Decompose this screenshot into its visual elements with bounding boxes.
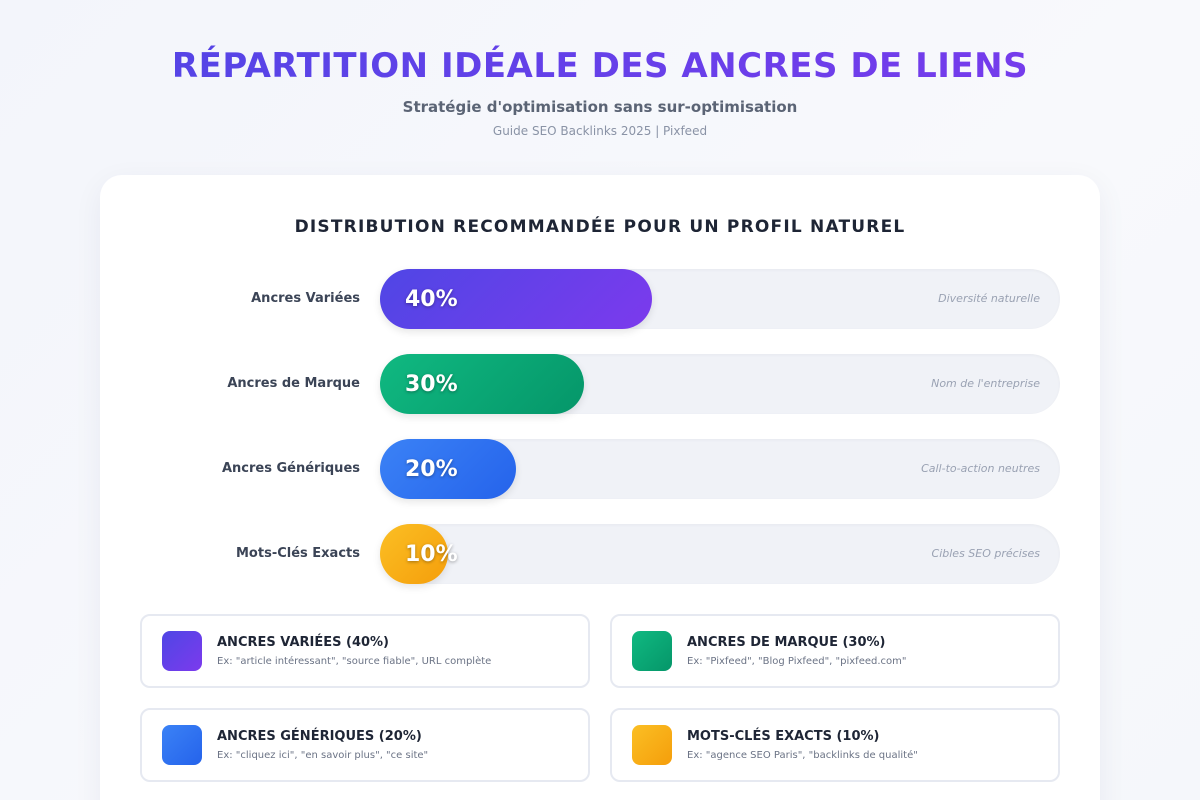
page-title: RÉPARTITION IDÉALE DES ANCRES DE LIENS xyxy=(0,44,1200,88)
bar-row: Ancres de Marque 30% Nom de l'entreprise xyxy=(100,354,1100,414)
bar-track: 30% Nom de l'entreprise xyxy=(380,354,1060,414)
bar-track: 20% Call-to-action neutres xyxy=(380,439,1060,499)
legend-item: ANCRES DE MARQUE (30%) Ex: "Pixfeed", "Bl… xyxy=(610,614,1060,688)
legend-title: MOTS-CLÉS EXACTS (10%) xyxy=(687,729,880,744)
page-credit: Guide SEO Backlinks 2025 | Pixfeed xyxy=(492,124,708,138)
legend-item: MOTS-CLÉS EXACTS (10%) Ex: "agence SEO Pa… xyxy=(610,708,1060,782)
bar-row: Ancres Variées 40% Diversité naturelle xyxy=(100,269,1100,329)
bar-description: Diversité naturelle xyxy=(938,292,1040,305)
header: RÉPARTITION IDÉALE DES ANCRES DE LIENS S… xyxy=(0,44,1200,138)
legend-example: Ex: "article intéressant", "source fiabl… xyxy=(217,656,492,667)
legend-title: ANCRES VARIÉES (40%) xyxy=(217,635,389,650)
legend-title: ANCRES DE MARQUE (30%) xyxy=(687,635,886,650)
chart-card: DISTRIBUTION RECOMMANDÉE POUR UN PROFIL … xyxy=(100,175,1100,800)
bar: 40% xyxy=(380,269,652,329)
legend-item: ANCRES GÉNÉRIQUES (20%) Ex: "cliquez ici"… xyxy=(140,708,590,782)
bar-row: Mots-Clés Exacts 10% Cibles SEO précises xyxy=(100,524,1100,584)
legend-example: Ex: "agence SEO Paris", "backlinks de qu… xyxy=(687,750,918,761)
legend-title: ANCRES GÉNÉRIQUES (20%) xyxy=(217,729,422,744)
legend-example: Ex: "cliquez ici", "en savoir plus", "ce… xyxy=(217,750,429,761)
page-subtitle: Stratégie d'optimisation sans sur-optimi… xyxy=(402,98,798,116)
bar: 10% xyxy=(380,524,458,584)
bar: 30% xyxy=(380,354,584,414)
chart-title: DISTRIBUTION RECOMMANDÉE POUR UN PROFIL … xyxy=(294,217,906,237)
bar-value-label: 10% xyxy=(405,542,458,567)
bar-value-label: 20% xyxy=(405,457,458,482)
bar-description: Call-to-action neutres xyxy=(921,462,1040,475)
legend-example: Ex: "Pixfeed", "Blog Pixfeed", "pixfeed.… xyxy=(687,656,907,667)
legend-item: ANCRES VARIÉES (40%) Ex: "article intéres… xyxy=(140,614,590,688)
bar-category-label: Ancres Variées xyxy=(251,291,360,306)
bar-category-label: Ancres Génériques xyxy=(221,461,360,476)
legend-swatch xyxy=(632,725,672,765)
bar-category-label: Ancres de Marque xyxy=(227,376,360,391)
bar: 20% xyxy=(380,439,516,499)
bar-value-label: 30% xyxy=(405,372,458,397)
bar-value-label: 40% xyxy=(405,287,458,312)
legend-swatch xyxy=(632,631,672,671)
legend-swatch xyxy=(162,631,202,671)
bar-description: Nom de l'entreprise xyxy=(931,377,1040,390)
bar-description: Cibles SEO précises xyxy=(931,547,1040,560)
bar-track: 40% Diversité naturelle xyxy=(380,269,1060,329)
legend-swatch xyxy=(162,725,202,765)
bar-category-label: Mots-Clés Exacts xyxy=(236,546,360,561)
bar-row: Ancres Génériques 20% Call-to-action neutr… xyxy=(100,439,1100,499)
bar-track: 10% Cibles SEO précises xyxy=(380,524,1060,584)
